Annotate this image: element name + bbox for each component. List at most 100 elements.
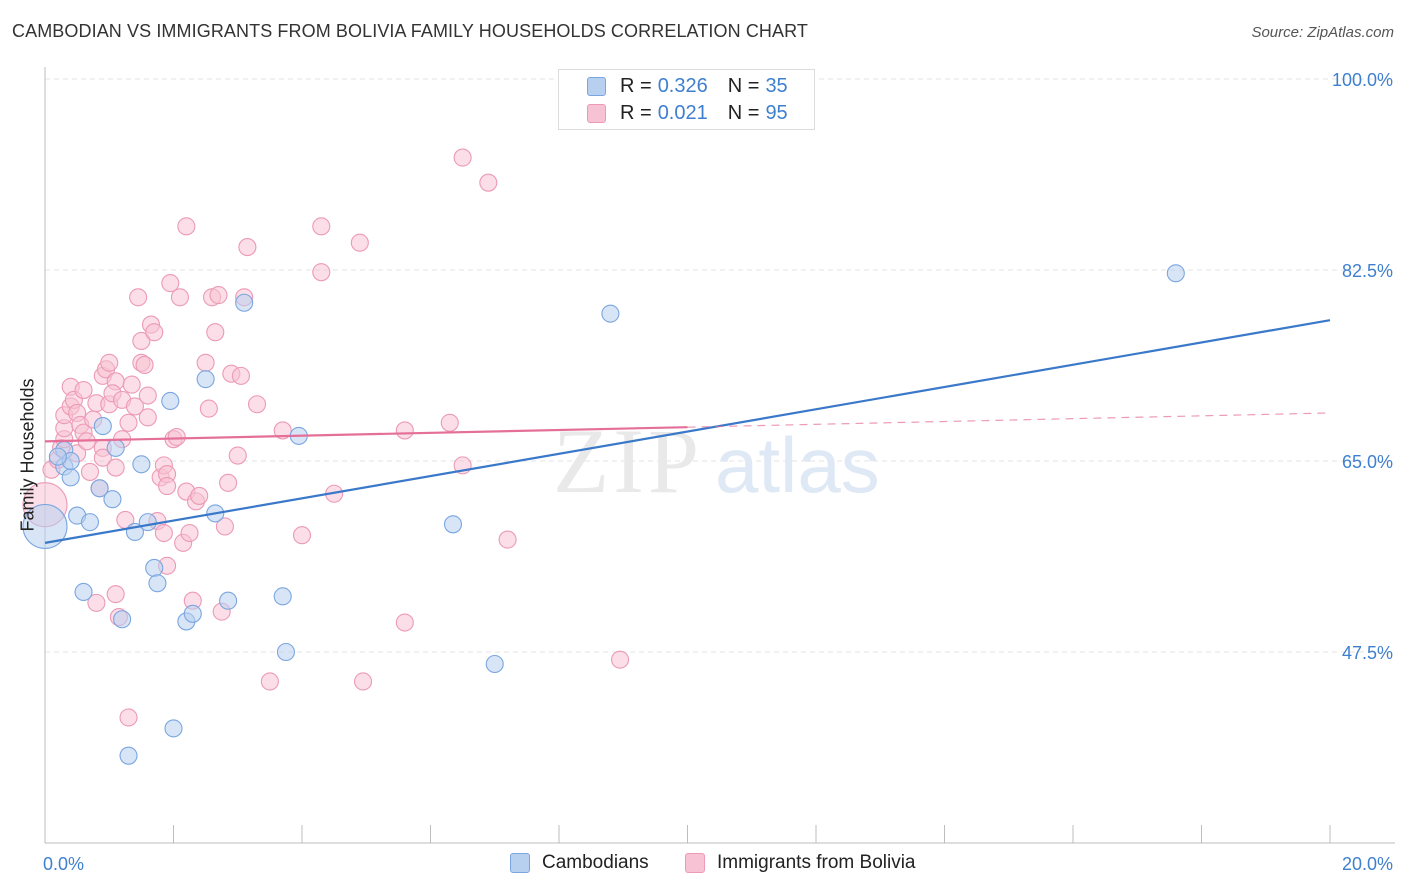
legend-row-cambodians: R = 0.326 N = 35 (587, 73, 788, 99)
cambodian-point (1166, 264, 1185, 283)
bolivia-point (119, 708, 138, 727)
cambodian-point (443, 515, 463, 534)
cambodian-point (74, 582, 93, 602)
cambodian-point (273, 587, 292, 606)
cambodian-point (90, 479, 109, 498)
cambodian-point (93, 417, 112, 436)
y-axis-title: Family Households (17, 378, 38, 532)
bolivia-point (119, 413, 138, 432)
bolivia-point (273, 421, 292, 440)
bolivia-point (135, 355, 154, 375)
bolivia-point (129, 288, 148, 307)
series-immigrants-from-bolivia (22, 148, 630, 727)
bolivia-point (247, 395, 267, 414)
bolivia-point (167, 427, 186, 447)
bolivia-point (312, 217, 331, 236)
legend-swatch-blue (587, 76, 606, 96)
bolivia-point (206, 323, 225, 342)
cambodian-point (183, 604, 202, 623)
bolivia-point (177, 217, 196, 236)
cambodian-point (106, 438, 125, 457)
chart-title: CAMBODIAN VS IMMIGRANTS FROM BOLIVIA FAM… (12, 21, 808, 41)
legend-swatch-pink (587, 103, 606, 123)
y-tick-label: 65.0% (1342, 452, 1393, 472)
bolivia-point (138, 408, 157, 427)
legend-n-value: 95 (765, 101, 788, 124)
bolivia-point (100, 353, 119, 372)
bolivia-point (453, 148, 472, 167)
bolivia-point (138, 386, 157, 405)
legend-swatch-blue (510, 853, 530, 873)
cambodian-point (103, 490, 122, 509)
cambodian-point (113, 610, 132, 629)
tick-labels: 47.5% 65.0% 82.5% 100.0% 0.0% 20.0% (43, 70, 1393, 874)
cambodian-point (48, 447, 67, 466)
cambodian-point (80, 513, 100, 532)
trend-lines (44, 319, 1331, 544)
cambodian-point (138, 513, 157, 532)
bolivia-point (93, 448, 112, 467)
bolivia-point (161, 274, 180, 293)
bolivia-point (180, 523, 199, 543)
bolivia-point (228, 446, 247, 465)
bolivia-point (106, 458, 125, 477)
legend-n-value: 35 (765, 74, 788, 97)
bolivia-point (87, 593, 106, 612)
bolivia-point (312, 263, 331, 282)
legend-n-label: N = (727, 101, 760, 124)
bolivia-point (219, 473, 238, 492)
source-label: Source: ZipAtlas.com (1251, 24, 1394, 41)
watermark-zip: ZIP (553, 410, 703, 512)
bolivia-point (610, 650, 630, 669)
cambodian-point (161, 391, 180, 411)
legend-label-bolivia: Immigrants from Bolivia (717, 852, 916, 873)
bolivia-point (260, 672, 279, 691)
bolivia-point (132, 331, 151, 350)
bolivia-point (498, 530, 517, 549)
bolivia-point (122, 375, 141, 394)
bolivia-point (292, 526, 312, 545)
cambodian-point (61, 468, 80, 487)
cambodian-point (148, 574, 167, 593)
watermark-atlas: atlas (715, 421, 880, 509)
legend-r-value: 0.326 (657, 74, 708, 97)
legend-item-bolivia[interactable]: Immigrants from Bolivia (685, 852, 916, 874)
cambodian-point (485, 654, 504, 674)
legend-r-label: R = (620, 74, 652, 97)
bolivia-trend-line-extrapolated (687, 412, 1331, 428)
bolivia-point (350, 233, 369, 252)
bolivia-point (125, 397, 144, 416)
legend-r-value: 0.021 (657, 101, 708, 124)
cambodian-point (235, 293, 254, 312)
cambodian-point (601, 304, 620, 323)
legend-swatch-pink (685, 853, 705, 873)
cambodian-point (219, 591, 238, 610)
cambodian-point (145, 558, 164, 578)
legend-label-cambodians: Cambodians (542, 852, 649, 873)
bolivia-point (209, 286, 228, 305)
bolivia-point (215, 517, 234, 536)
bolivia-point (158, 477, 177, 496)
bolivia-point (106, 585, 125, 604)
bolivia-point (395, 421, 414, 440)
bolivia-point (196, 353, 215, 372)
bolivia-point (145, 323, 164, 342)
bolivia-point (80, 462, 100, 481)
cambodian-point (22, 503, 68, 550)
y-tick-label: 82.5% (1342, 261, 1393, 281)
x-tick-label: 20.0% (1342, 854, 1393, 874)
cambodian-point (164, 719, 183, 738)
axes (44, 67, 1395, 844)
bolivia-point (395, 613, 414, 632)
legend-item-cambodians[interactable]: Cambodians (510, 852, 649, 874)
watermark: ZIP atlas (553, 410, 880, 512)
bolivia-point (440, 413, 459, 432)
cambodian-point (132, 455, 151, 474)
y-tick-label: 100.0% (1332, 70, 1393, 90)
bolivia-point (190, 486, 209, 505)
bolivia-point (231, 366, 251, 385)
correlation-legend: R = 0.326 N = 35 R = 0.021 N = 95 (558, 69, 815, 130)
series-legend: Cambodians Immigrants from Bolivia (0, 852, 1406, 878)
cambodian-point (196, 370, 215, 389)
